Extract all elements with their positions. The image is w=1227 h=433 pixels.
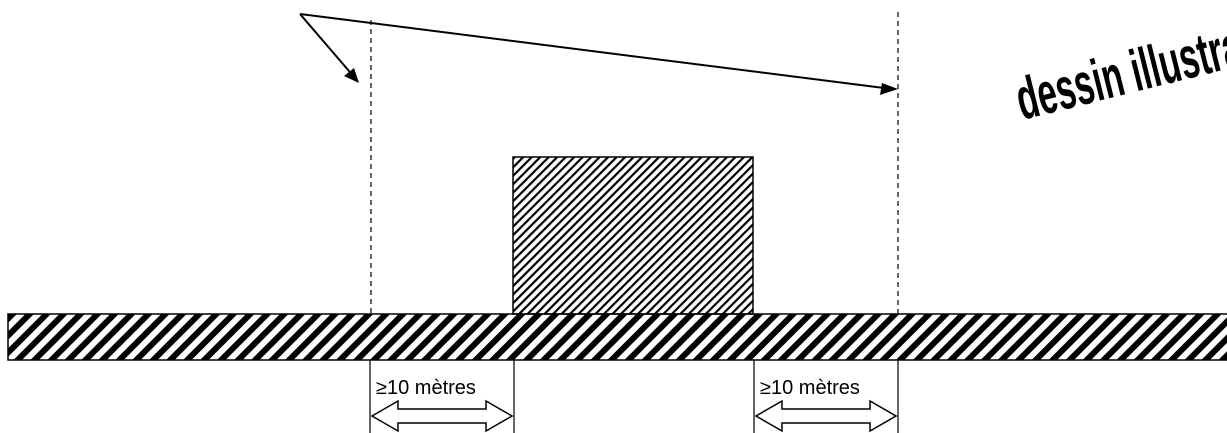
left-setback-dimension: ≥10 mètres xyxy=(369,360,515,433)
watermark: dessin illustratif xyxy=(1009,5,1227,133)
pointer-line-left xyxy=(299,13,356,79)
left-distance-label: ≥10 mètres xyxy=(376,377,476,399)
right-setback-dimension: ≥10 mètres xyxy=(753,360,899,433)
building xyxy=(512,156,754,315)
double-arrow-icon xyxy=(370,399,514,433)
arrow-head-icon xyxy=(344,68,359,83)
arrow-head-icon xyxy=(880,83,898,95)
road xyxy=(7,313,1227,361)
pointer-arrows xyxy=(299,13,898,95)
double-arrow-icon xyxy=(754,399,898,433)
pointer-line-right xyxy=(299,13,885,89)
watermark-text: dessin illustratif xyxy=(1009,5,1227,133)
right-distance-label: ≥10 mètres xyxy=(760,377,860,399)
